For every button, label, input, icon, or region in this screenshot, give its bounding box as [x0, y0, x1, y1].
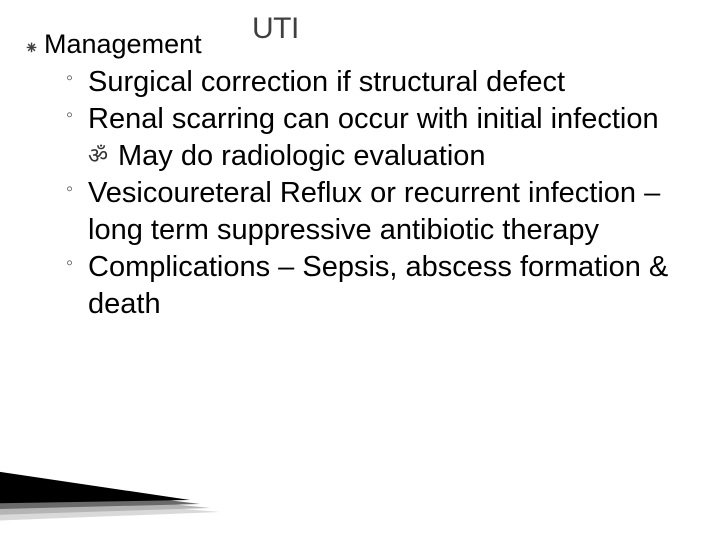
heading-text: Management	[44, 28, 696, 62]
list-item: ◦ Surgical correction if structural defe…	[66, 64, 696, 101]
list-item-text: May do radiologic evaluation	[118, 140, 486, 172]
bullet-icon: ॐ	[88, 142, 108, 170]
list-item: ◦ Vesicoureteral Reflux or recurrent inf…	[66, 175, 696, 249]
list-item: ◦ Complications – Sepsis, abscess format…	[66, 249, 696, 323]
bullet-icon: ◦	[66, 66, 73, 92]
bullet-icon: ⁕	[24, 38, 39, 59]
list-item-text: Vesicoureteral Reflux or recurrent infec…	[88, 177, 660, 246]
list-item-nested: ॐ May do radiologic evaluation	[88, 138, 696, 175]
list-item-text: Surgical correction if structural defect	[88, 66, 565, 98]
sub-bullet-group: ◦ Surgical correction if structural defe…	[66, 64, 696, 324]
list-item-text: Complications – Sepsis, abscess formatio…	[88, 251, 668, 320]
bullet-icon: ◦	[66, 103, 73, 129]
bullet-icon: ◦	[66, 177, 73, 203]
bullet-icon: ◦	[66, 251, 73, 277]
list-item-text: Renal scarring can occur with initial in…	[88, 103, 659, 135]
list-item: ◦ Renal scarring can occur with initial …	[66, 101, 696, 138]
slide-content: ⁕ Management ◦ Surgical correction if st…	[24, 20, 696, 324]
slide: UTI ⁕ Management ◦ Surgical correction i…	[0, 0, 720, 540]
accent-stripes-icon	[0, 462, 260, 522]
